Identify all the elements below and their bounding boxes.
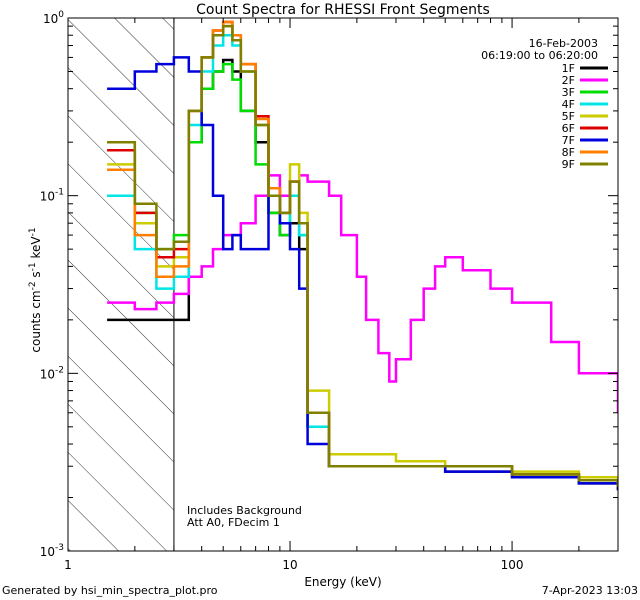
info-date: 16-Feb-2003 — [529, 37, 598, 50]
legend-label-9F: 9F — [562, 158, 575, 171]
x-tick-label: 10 — [282, 558, 297, 572]
y-axis-label: counts cm-2 s-1 keV-1 — [28, 227, 43, 352]
series-line-8F — [107, 20, 618, 487]
series-line-2F — [107, 174, 618, 413]
x-tick-label: 100 — [501, 558, 524, 572]
info-time-range: 06:19:00 to 06:20:00 — [481, 49, 598, 62]
plot-frame — [67, 17, 619, 552]
y-tick-label: 10-3 — [40, 543, 64, 559]
legend-label-1F: 1F — [562, 62, 575, 75]
series-line-5F — [107, 24, 618, 484]
y-tick-label: 10-2 — [40, 365, 64, 381]
annotation-attenuator: Att A0, FDecim 1 — [187, 516, 280, 529]
y-tick-label: 10-1 — [40, 188, 64, 204]
legend-label-2F: 2F — [562, 74, 575, 87]
generated-by-note: Generated by hsi_min_spectra_plot.pro — [2, 584, 218, 597]
legend-label-8F: 8F — [562, 146, 575, 159]
x-axis-label: Energy (keV) — [304, 575, 381, 589]
series-line-4F — [107, 33, 618, 487]
series-line-6F — [107, 20, 618, 487]
legend-label-3F: 3F — [562, 86, 575, 99]
legend-label-6F: 6F — [562, 122, 575, 135]
series-line-7F — [107, 56, 618, 491]
svg-text:counts cm-2 s-1 keV-1: counts cm-2 s-1 keV-1 — [28, 227, 43, 352]
series-line-1F — [107, 58, 618, 491]
attenuator-hatch-region — [68, 18, 174, 551]
series-line-3F — [107, 62, 618, 487]
x-tick-label: 1 — [64, 558, 72, 572]
hatch-area — [68, 18, 174, 551]
y-tick-label: 100 — [43, 10, 64, 26]
legend-label-7F: 7F — [562, 134, 575, 147]
generation-timestamp: 7-Apr-2023 13:03 — [541, 584, 638, 597]
legend-label-5F: 5F — [562, 110, 575, 123]
legend-label-4F: 4F — [562, 98, 575, 111]
chart-title: Count Spectra for RHESSI Front Segments — [196, 2, 490, 18]
annotation-background: Includes Background — [187, 504, 302, 517]
series-line-9F — [107, 24, 618, 487]
